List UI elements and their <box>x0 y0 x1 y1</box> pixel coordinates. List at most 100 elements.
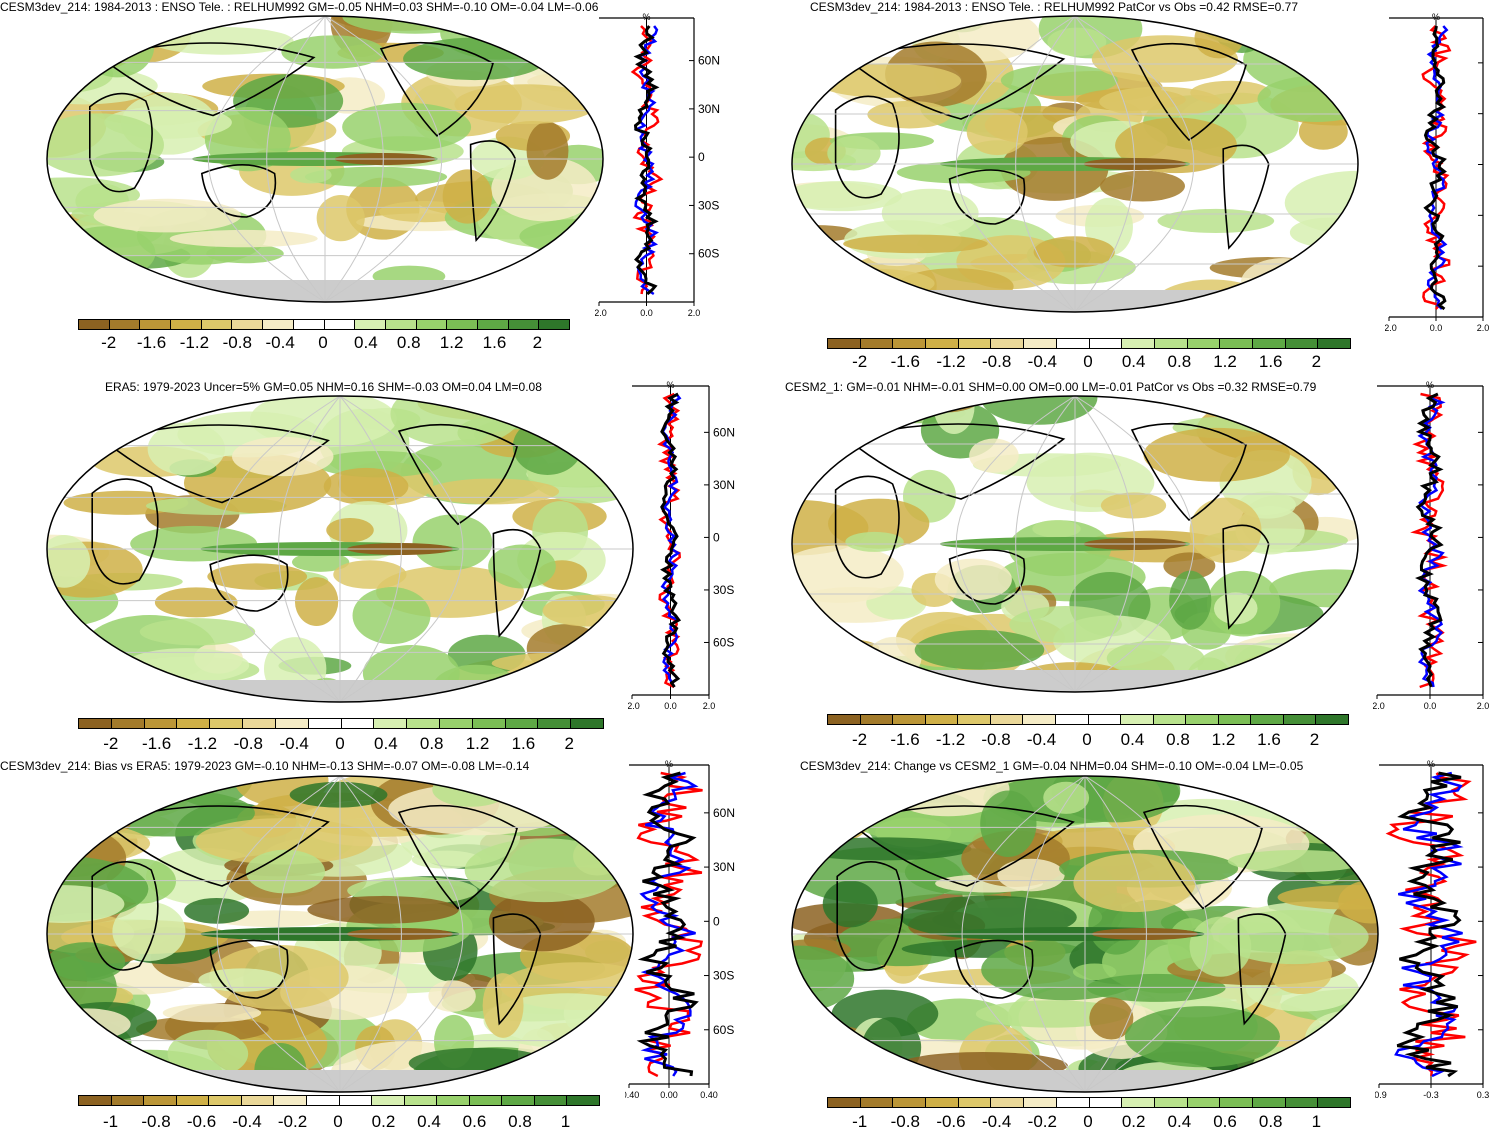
anomaly-blob <box>1086 973 1226 1002</box>
anomaly-blob <box>281 35 385 69</box>
colorbar-labels: -2 -1.6 -1.2 -0.8 -0.4 0 0.4 0.8 1.2 1.6 2 <box>78 734 602 754</box>
colorbar-tick-label: 2 <box>1309 730 1320 749</box>
x-tick-label: -0.40 <box>625 1090 639 1100</box>
anomaly-blob <box>926 1085 983 1092</box>
panel-change: CESM3dev_214: Change vs CESM2_1 GM=-0.04… <box>745 756 1491 1132</box>
anomaly-blob <box>411 850 482 869</box>
colorbar-tick-label: -0.4 <box>1026 730 1057 749</box>
anomaly-blob <box>520 1053 593 1082</box>
colorbar-swatch <box>140 320 172 329</box>
colorbar-labels: -2 -1.6 -1.2 -0.8 -0.4 0 0.4 0.8 1.2 1.6 2 <box>827 730 1347 750</box>
x-tick-label: 0.00 <box>660 1090 678 1100</box>
anomaly-blob <box>428 980 476 1012</box>
colorbar-swatch <box>958 1098 992 1107</box>
colorbar-swatch <box>502 1096 535 1105</box>
anomaly-blob <box>47 246 131 302</box>
anomaly-blob <box>1254 284 1296 312</box>
lat-tick-label: 30N <box>698 102 720 116</box>
map-border <box>46 395 634 703</box>
colorbar-tick-label: -0.8 <box>890 1112 920 1131</box>
colorbar-tick-label: -0.4 <box>279 734 309 753</box>
colorbar-swatch <box>1024 1098 1057 1107</box>
anomaly-blob <box>307 895 459 924</box>
anomaly-blob <box>490 16 538 44</box>
anomaly-blob <box>1318 810 1378 837</box>
lat-tick-label: 30S <box>713 583 734 597</box>
colorbar-swatch <box>1122 1098 1155 1107</box>
colorbar-swatch <box>1285 1098 1319 1107</box>
unit-label: % <box>1426 380 1434 390</box>
colorbar-swatch <box>439 719 473 728</box>
x-tick-label: 2.0 <box>1477 323 1490 333</box>
colorbar-tick-label: 1.6 <box>1258 352 1283 371</box>
colorbar-labels: -2 -1.6 -1.2 -0.8 -0.4 0 0.4 0.8 1.2 1.6 2 <box>827 352 1349 372</box>
colorbar-tick-label: -1 <box>852 1112 868 1131</box>
unit-label: % <box>1432 12 1440 22</box>
black-profile-line <box>1396 771 1462 1078</box>
latitude-profile: % -0.9 -0.3 0.3 <box>1375 759 1489 1100</box>
x-tick-label: 0.0 <box>664 701 677 711</box>
anomaly-blob <box>827 135 881 171</box>
colorbar-tick-label: 1.6 <box>511 734 536 753</box>
anomaly-blob <box>292 552 350 572</box>
meridian-line <box>216 396 341 702</box>
panel-cesm2: CESM2_1: GM=-0.01 NHM=-0.01 SHM=0.00 OM=… <box>745 378 1491 758</box>
colorbar-swatch <box>1220 339 1253 348</box>
anomaly-blob <box>47 885 125 923</box>
colorbar-swatch <box>1285 339 1319 348</box>
colorbar-tick-label: 0.8 <box>396 333 421 352</box>
anomaly-blob <box>184 897 250 924</box>
x-tick-label: 0.0 <box>640 308 653 318</box>
colorbar-swatch <box>243 719 276 728</box>
anomaly-blob <box>792 661 875 692</box>
anomaly-blob <box>497 1060 633 1092</box>
eurasia-outline <box>102 805 330 887</box>
anomaly-blob <box>934 558 1012 601</box>
colorbar-swatch <box>1220 1098 1253 1107</box>
australia-outline <box>209 939 289 999</box>
anomaly-blob <box>1157 208 1275 233</box>
colorbar-swatch <box>991 1098 1025 1107</box>
colorbar-swatch <box>109 320 141 329</box>
black-profile-line <box>1415 392 1444 688</box>
colorbar-swatch <box>201 320 233 329</box>
colorbar-tick-label: -1.2 <box>187 734 218 753</box>
colorbar-swatch <box>860 715 894 724</box>
colorbar-swatch <box>79 1096 112 1105</box>
colorbar-tick-label: -2 <box>103 734 119 753</box>
colorbar-swatch <box>210 719 244 728</box>
anomaly-blob <box>93 198 242 233</box>
x-tick-label: 2.0 <box>1477 701 1490 711</box>
anomaly-blob <box>1197 644 1294 688</box>
colorbar-swatch <box>79 320 110 329</box>
colorbar-swatch <box>1122 339 1155 348</box>
colorbar-swatch <box>505 719 539 728</box>
colorbar-swatch <box>1089 339 1123 348</box>
anomaly-blob <box>464 838 624 903</box>
anomaly-blob <box>47 789 128 837</box>
anomaly-blob <box>792 287 886 312</box>
lat-tick-label: 30N <box>713 860 735 874</box>
colorbar-labels: -2 -1.6 -1.2 -0.8 -0.4 0 0.4 0.8 1.2 1.6 2 <box>78 333 568 353</box>
colorbar-swatch <box>372 1096 405 1105</box>
north-america-outline <box>1130 42 1247 142</box>
anomaly-blob <box>1189 497 1262 564</box>
anomaly-blob <box>135 1016 269 1042</box>
colorbar-swatch <box>1055 715 1089 724</box>
colorbar-tick-label: 0 <box>1082 730 1092 749</box>
lat-tick-label: 0 <box>713 530 720 544</box>
x-tick-label: -2.0 <box>1385 323 1397 333</box>
robinson-map <box>791 15 1359 313</box>
panel-title: CESM3dev_214: Bias vs ERA5: 1979-2023 GM… <box>0 759 530 773</box>
anomaly-blob <box>1190 80 1272 105</box>
north-america-outline <box>1142 804 1263 910</box>
anomaly-blob <box>232 436 334 477</box>
colorbar-swatch <box>1318 339 1350 348</box>
anomaly-blob <box>1169 570 1212 630</box>
robinson-map <box>46 15 604 303</box>
anomaly-blob <box>80 16 155 78</box>
anomaly-blob <box>47 913 135 954</box>
colorbar-tick-label: 1.2 <box>439 333 464 352</box>
eurasia-outline <box>845 43 1066 120</box>
colorbar-tick-label: -1.2 <box>935 730 966 749</box>
